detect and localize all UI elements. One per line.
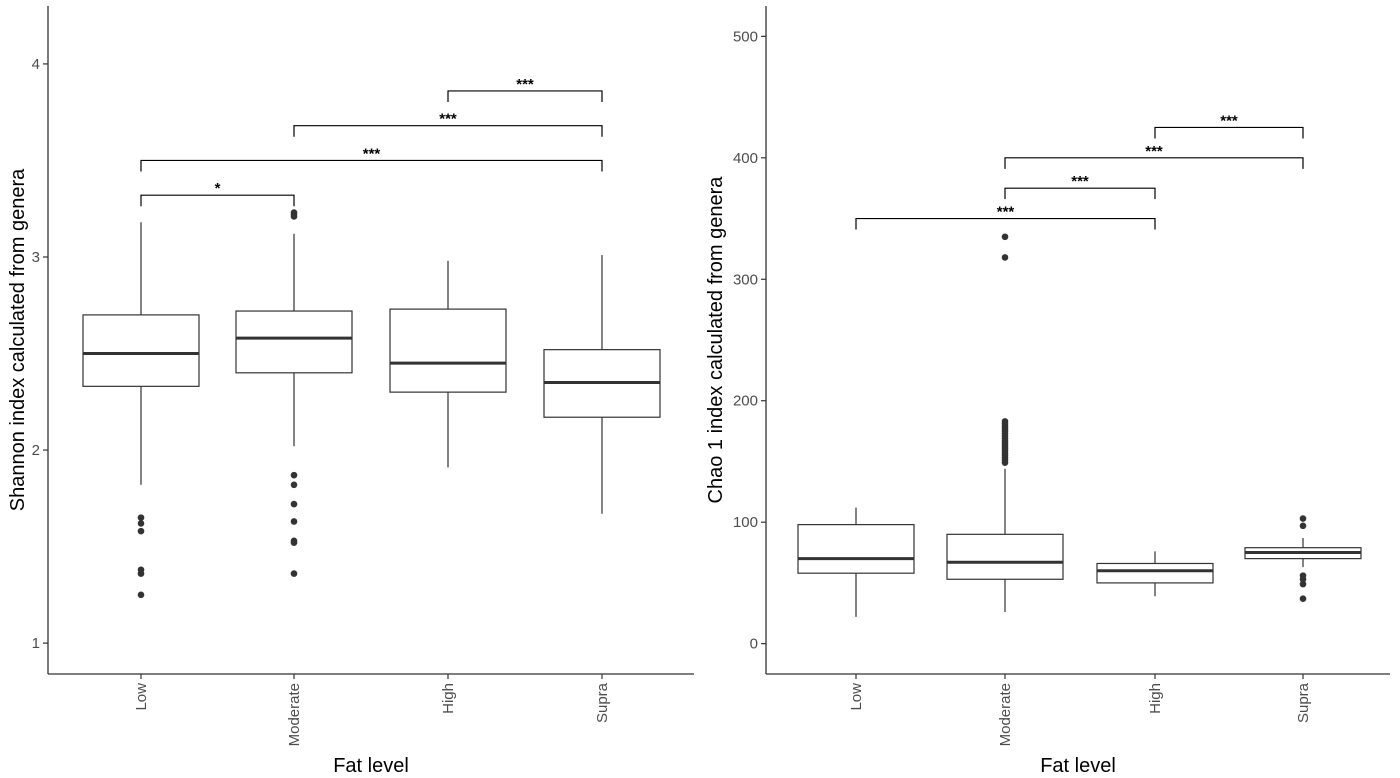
outlier-point [290, 539, 298, 547]
significance-label: *** [363, 145, 381, 162]
y-axis-title: Shannon index calculated from genera [7, 168, 29, 511]
x-tick-label: Supra [1295, 682, 1312, 723]
x-tick-label: High [440, 683, 457, 714]
significance-label: *** [1220, 112, 1238, 129]
y-tick-label: 3 [32, 249, 40, 266]
significance-bracket [447, 90, 603, 102]
outlier-point [137, 514, 145, 521]
significance-bracket [855, 217, 1156, 230]
outlier-point [290, 213, 298, 220]
significance-label: *** [439, 111, 457, 128]
outlier-point [290, 518, 298, 525]
outlier-point [1299, 595, 1307, 602]
significance-bracket [140, 194, 295, 207]
chao1-panel: 0 100 200 300 400 500 Low Moderate High Supra Fat … [705, 6, 1390, 777]
box-iqr [235, 310, 353, 374]
x-tick-label: High [1147, 683, 1164, 714]
significance-label: *** [997, 204, 1015, 221]
x-axis-title: Fat level [1040, 755, 1116, 777]
box-iqr [389, 308, 507, 393]
y-tick-label: 100 [733, 514, 758, 531]
box-iqr [1096, 562, 1214, 584]
outlier-point [1299, 575, 1307, 583]
box-iqr [946, 533, 1064, 580]
outlier-point [290, 481, 298, 489]
significance-bracket [293, 125, 603, 137]
outlier-point [1001, 254, 1009, 261]
y-axis-title: Chao 1 index calculated from genera [705, 176, 727, 504]
outlier-point [1299, 522, 1307, 530]
outlier-point [290, 500, 298, 508]
y-tick-label: 400 [733, 150, 758, 167]
shannon-panel: 1 2 3 4 Low Moderate High Supra Fat level Shannon… [7, 6, 694, 777]
outlier-point [137, 591, 145, 599]
y-tick-label: 200 [733, 393, 758, 410]
y-tick-label: 500 [733, 28, 758, 45]
significance-bracket [1154, 126, 1304, 139]
y-tick-label: 300 [733, 271, 758, 288]
x-tick-label: Low [848, 683, 865, 711]
box-iqr [797, 524, 915, 574]
y-tick-label: 4 [32, 56, 40, 73]
outlier-point [290, 471, 298, 479]
outlier-point [1299, 515, 1307, 522]
significance-label: * [215, 180, 221, 197]
x-tick-label: Moderate [286, 683, 303, 746]
significance-label: *** [1145, 143, 1163, 160]
outlier-point [137, 520, 145, 527]
outlier-point [137, 527, 145, 535]
significance-label: *** [1071, 173, 1089, 190]
outlier-point [137, 570, 145, 577]
significance-bracket [1004, 187, 1156, 200]
x-tick-label: Supra [594, 682, 611, 723]
outlier-point [1001, 233, 1009, 241]
significance-bracket [1004, 157, 1304, 169]
x-tick-label: Low [133, 683, 150, 711]
significance-bracket [140, 159, 603, 172]
x-tick-label: Moderate [997, 683, 1014, 746]
y-tick-label: 2 [32, 442, 40, 459]
box-iqr [82, 314, 200, 387]
outlier-point [1001, 459, 1009, 466]
y-tick-label: 1 [32, 635, 40, 652]
significance-label: *** [516, 76, 534, 93]
outlier-point [290, 570, 298, 577]
y-tick-label: 0 [750, 636, 758, 653]
outlier-point [1299, 580, 1307, 588]
x-axis-title: Fat level [333, 755, 409, 777]
